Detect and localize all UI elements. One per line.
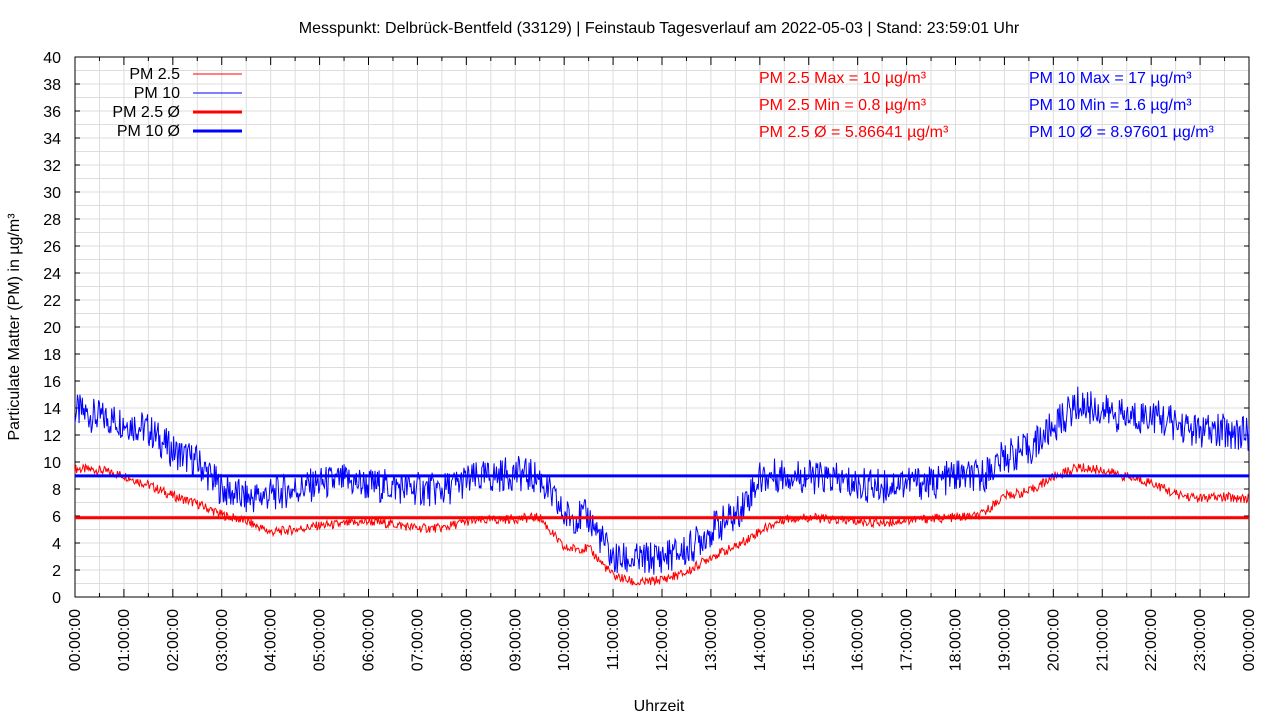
x-tick-label: 02:00:00: [165, 609, 182, 671]
y-tick-label: 34: [43, 131, 61, 148]
stat-annotation: PM 2.5 Min = 0.8 µg/m³: [759, 97, 927, 114]
x-tick-label: 22:00:00: [1143, 609, 1160, 671]
legend-label: PM 2.5: [129, 66, 180, 83]
y-tick-label: 40: [43, 50, 61, 67]
y-tick-label: 30: [43, 185, 61, 202]
y-tick-label: 6: [52, 509, 61, 526]
y-axis-label: Particulate Matter (PM) in µg/m³: [6, 213, 23, 441]
x-tick-label: 11:00:00: [605, 609, 622, 670]
series-group: [74, 386, 1250, 587]
x-tick-label: 21:00:00: [1094, 609, 1111, 671]
x-tick-label: 13:00:00: [703, 609, 720, 671]
legend-label: PM 10 Ø: [117, 123, 180, 140]
stats-annotations: PM 2.5 Max = 10 µg/m³ PM 2.5 Min = 0.8 µg…: [759, 70, 1215, 141]
stat-annotation: PM 2.5 Ø = 5.86641 µg/m³: [759, 124, 949, 141]
x-tick-label: 01:00:00: [116, 609, 133, 671]
y-tick-label: 22: [43, 293, 61, 310]
x-tick-label: 04:00:00: [263, 609, 280, 671]
x-tick-label: 19:00:00: [996, 609, 1013, 671]
y-tick-label: 0: [52, 590, 61, 607]
y-tick-label: 24: [43, 266, 61, 283]
x-tick-label: 00:00:00: [1241, 609, 1258, 671]
stat-annotation: PM 10 Max = 17 µg/m³: [1029, 70, 1192, 87]
x-tick-label: 07:00:00: [409, 609, 426, 671]
x-tick-label: 00:00:00: [67, 609, 84, 671]
y-tick-label: 28: [43, 212, 61, 229]
y-tick-label: 36: [43, 104, 61, 121]
y-tick-label: 10: [43, 455, 61, 472]
y-tick-label: 38: [43, 77, 61, 94]
x-axis-label: Uhrzeit: [634, 698, 685, 715]
stat-annotation: PM 2.5 Max = 10 µg/m³: [759, 70, 927, 87]
x-tick-label: 23:00:00: [1192, 609, 1209, 671]
x-tick-label: 20:00:00: [1045, 609, 1062, 671]
y-tick-label: 4: [52, 536, 61, 553]
y-tick-label: 20: [43, 320, 61, 337]
y-tick-label: 26: [43, 239, 61, 256]
x-tick-label: 09:00:00: [507, 609, 524, 671]
legend: PM 2.5 PM 10 PM 2.5 Ø PM 10 Ø: [112, 66, 242, 140]
series-line-pm-2-5: [74, 462, 1250, 587]
x-tick-label: 03:00:00: [214, 609, 231, 671]
x-tick-label: 10:00:00: [556, 609, 573, 671]
y-tick-label: 14: [43, 401, 61, 418]
x-tick-label: 06:00:00: [361, 609, 378, 671]
x-axis: 00:00:00 01:00:00 02:00:00 03:00:00 04:00:00…: [67, 57, 1258, 671]
chart-title: Messpunkt: Delbrück-Bentfeld (33129) | F…: [299, 20, 1020, 37]
x-tick-label: 05:00:00: [312, 609, 329, 671]
series-line-pm-10: [74, 386, 1250, 575]
y-tick-label: 2: [52, 563, 61, 580]
stat-annotation: PM 10 Ø = 8.97601 µg/m³: [1029, 124, 1215, 141]
legend-label: PM 2.5 Ø: [112, 104, 180, 121]
y-tick-label: 12: [43, 428, 61, 445]
x-tick-label: 15:00:00: [801, 609, 818, 671]
y-tick-label: 32: [43, 158, 61, 175]
x-tick-label: 14:00:00: [752, 609, 769, 671]
x-tick-label: 08:00:00: [458, 609, 475, 671]
y-tick-label: 8: [52, 482, 61, 499]
legend-label: PM 10: [134, 85, 180, 102]
x-tick-label: 12:00:00: [654, 609, 671, 671]
x-tick-label: 17:00:00: [899, 609, 916, 671]
x-tick-label: 16:00:00: [850, 609, 867, 671]
x-tick-label: 18:00:00: [948, 609, 965, 671]
stat-annotation: PM 10 Min = 1.6 µg/m³: [1029, 97, 1192, 114]
y-tick-label: 18: [43, 347, 61, 364]
y-tick-label: 16: [43, 374, 61, 391]
